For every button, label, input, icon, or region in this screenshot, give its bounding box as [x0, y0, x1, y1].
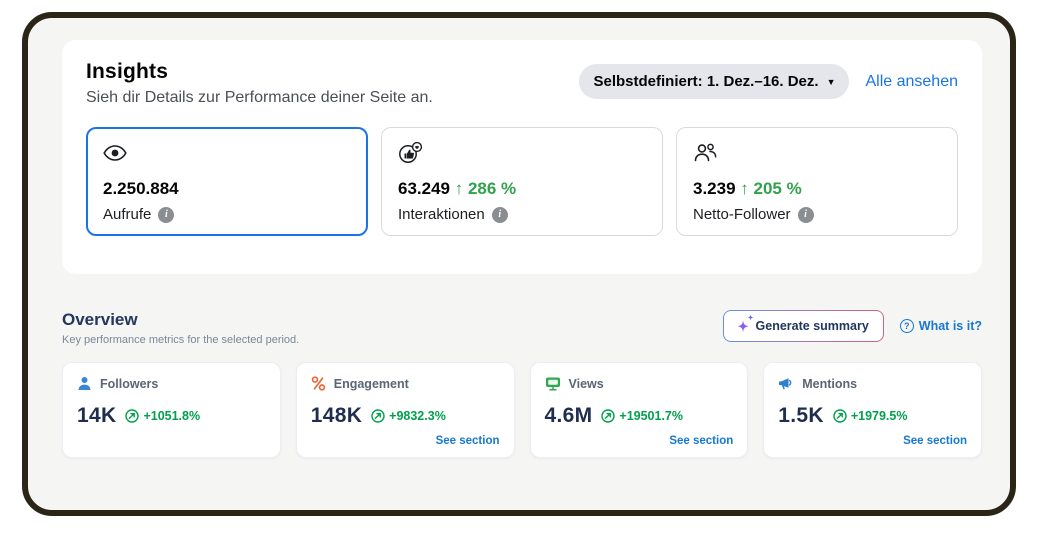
date-range-dropdown[interactable]: Selbstdefiniert: 1. Dez.–16. Dez. ▼ — [579, 64, 850, 99]
generate-summary-button[interactable]: ✦ ✦ Generate summary — [723, 310, 884, 342]
overview-card-label: Followers — [100, 376, 159, 391]
metric-card-aufrufe[interactable]: 2.250.884 Aufrufe i — [86, 127, 368, 236]
see-section-link[interactable]: See section — [435, 435, 500, 447]
insights-title: Insights — [86, 60, 169, 83]
mentions-icon — [778, 376, 794, 391]
insights-panel: Insights Sieh dir Details zur Performanc… — [62, 40, 982, 274]
reactions-icon — [398, 141, 646, 165]
overview-subtitle: Key performance metrics for the selected… — [62, 334, 300, 346]
generate-summary-label: Generate summary — [755, 319, 869, 333]
overview-card-value: 14K — [77, 404, 117, 427]
insights-subtitle: Sieh dir Details zur Performance deiner … — [86, 89, 433, 106]
metric-value: 63.249 ↑ 286 % — [398, 179, 646, 199]
metric-label: Interaktionen — [398, 206, 485, 223]
info-icon[interactable]: i — [491, 206, 508, 223]
metric-value: 2.250.884 — [103, 179, 351, 199]
people-icon — [693, 141, 941, 165]
overview-card-value: 1.5K — [778, 404, 824, 427]
metric-label: Netto-Follower — [693, 206, 791, 223]
trend-up-icon — [125, 409, 140, 423]
metric-change: ↑ 205 % — [740, 179, 802, 198]
what-is-it-label: What is it? — [918, 319, 982, 333]
metric-value: 3.239 ↑ 205 % — [693, 179, 941, 199]
overview-title: Overview — [62, 310, 138, 329]
metric-label: Aufrufe — [103, 206, 152, 223]
overview-card-engagement[interactable]: Engagement 148K +9832.3% — [295, 362, 515, 458]
see-section-link[interactable]: See section — [903, 435, 967, 447]
metric-card-netto-follower[interactable]: 3.239 ↑ 205 % Netto-Follower i — [676, 127, 958, 236]
metric-number: 63.249 — [398, 179, 450, 198]
overview-card-followers[interactable]: Followers 14K +1051.8% — [62, 362, 281, 458]
overview-card-label: Views — [568, 376, 604, 391]
overview-heading-block: Overview Key performance metrics for the… — [62, 310, 299, 346]
overview-card-change: +9832.3% — [389, 409, 446, 423]
question-circle-icon: ? — [899, 319, 914, 333]
info-icon[interactable]: i — [797, 206, 814, 223]
metric-number: 2.250.884 — [103, 179, 179, 198]
metric-card-interaktionen[interactable]: 63.249 ↑ 286 % Interaktionen i — [381, 127, 663, 236]
device-frame: Insights Sieh dir Details zur Performanc… — [22, 12, 1016, 516]
overview-card-change: +1051.8% — [143, 409, 201, 423]
trend-up-icon — [833, 409, 847, 423]
caret-down-icon: ▼ — [826, 76, 836, 87]
insights-heading-block: Insights Sieh dir Details zur Performanc… — [86, 60, 433, 107]
eye-icon — [103, 141, 351, 165]
overview-card-change: +1979.5% — [850, 409, 908, 423]
see-all-link[interactable]: Alle ansehen — [865, 72, 958, 90]
overview-card-views[interactable]: Views 4.6M +19501.7% — [529, 362, 749, 458]
metric-number: 3.239 — [693, 179, 736, 198]
overview-card-mentions[interactable]: Mentions 1.5K +1979.5% — [763, 362, 982, 458]
engagement-icon — [311, 376, 326, 391]
info-icon[interactable]: i — [158, 206, 175, 223]
trend-up-icon — [371, 409, 385, 423]
overview-card-value: 4.6M — [544, 404, 593, 427]
views-icon — [545, 376, 561, 391]
overview-card-value: 148K — [310, 404, 363, 427]
overview-section: Overview Key performance metrics for the… — [62, 310, 982, 458]
what-is-it-link[interactable]: ? What is it? — [899, 319, 982, 333]
followers-icon — [77, 376, 92, 391]
overview-card-label: Engagement — [333, 376, 409, 391]
see-section-link[interactable]: See section — [669, 435, 734, 447]
date-range-label: Selbstdefiniert: 1. Dez.–16. Dez. — [593, 73, 819, 90]
overview-card-label: Mentions — [802, 376, 858, 391]
metric-change: ↑ 286 % — [454, 179, 517, 198]
trend-up-icon — [601, 409, 616, 423]
overview-card-change: +19501.7% — [619, 409, 683, 423]
sparkles-icon: ✦ ✦ — [737, 314, 754, 334]
